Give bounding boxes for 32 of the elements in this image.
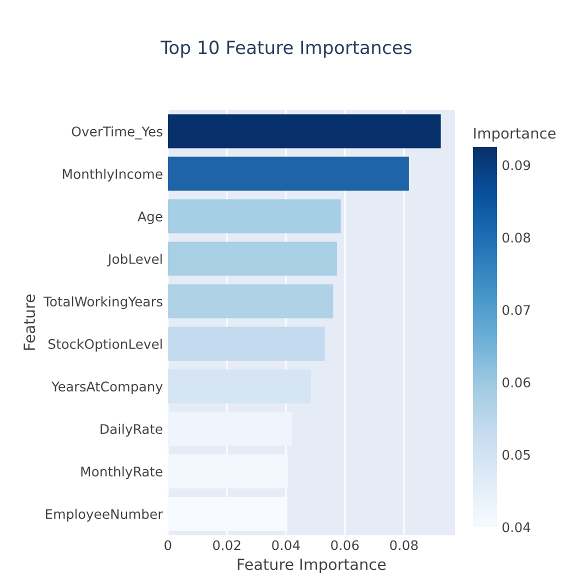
y-tick-label: MonthlyIncome <box>62 168 162 182</box>
color-bar-label: 0.08 <box>502 232 530 243</box>
y-tick-label: YearsAtCompany <box>51 382 163 394</box>
x-tick-label: 0.08 <box>390 540 418 550</box>
color-bar-title: Importance <box>474 128 556 142</box>
y-tick-label: JobLevel <box>107 254 162 266</box>
chart-title: Top 10 Feature Importances <box>160 40 412 58</box>
y-tick-label: OverTime_Yes <box>72 126 162 140</box>
bar <box>168 284 334 318</box>
color-bar-label: 0.07 <box>502 305 530 316</box>
y-tick-label: EmployeeNumber <box>46 508 164 522</box>
y-axis-title: Feature <box>24 294 36 350</box>
x-tick-label: 0.06 <box>331 540 359 550</box>
bar <box>168 369 311 404</box>
x-tick-label: 0.02 <box>213 540 240 550</box>
bar <box>168 326 325 361</box>
y-tick-label: StockOptionLevel <box>48 338 162 352</box>
y-tick-label: DailyRate <box>100 424 162 437</box>
x-tick-label: 0.04 <box>272 540 300 550</box>
x-axis-title: Feature Importance <box>238 558 386 574</box>
y-tick-label: MonthlyRate <box>81 466 162 480</box>
bar <box>168 156 409 191</box>
color-bar-label: 0.05 <box>502 450 530 460</box>
bar <box>168 114 441 148</box>
bar <box>168 242 337 276</box>
y-tick-label: TotalWorkingYears <box>44 296 162 310</box>
x-tick-label: 0 <box>164 540 172 550</box>
color-bar-label: 0.04 <box>502 522 530 532</box>
color-bar-label: 0.09 <box>502 160 530 170</box>
color-bar-label: 0.06 <box>502 377 530 388</box>
bar <box>168 199 341 234</box>
y-tick-label: Age <box>138 212 162 224</box>
